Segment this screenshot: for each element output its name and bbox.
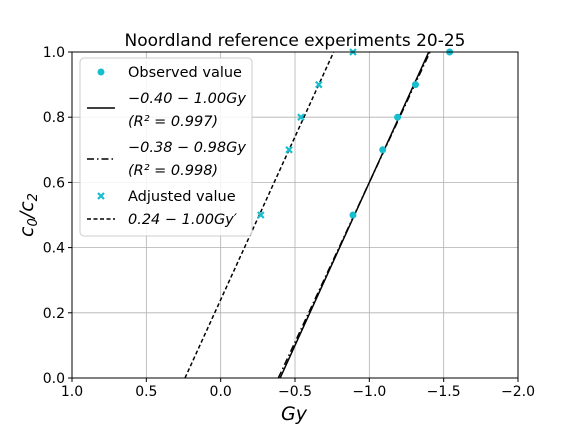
adjusted-point xyxy=(297,113,305,121)
y-tick-label: 0.0 xyxy=(43,371,65,387)
y-tick-label: 0.4 xyxy=(43,241,65,257)
y-tick-label: 0.8 xyxy=(43,110,65,126)
x-tick-label: 0.0 xyxy=(210,384,232,400)
legend-label-fit2: −0.38 − 0.98Gy xyxy=(128,140,246,156)
observed-point xyxy=(394,113,402,121)
x-tick-label: −1.5 xyxy=(427,384,461,400)
y-tick-label: 0.2 xyxy=(43,306,65,322)
observed-point xyxy=(379,146,387,154)
x-tick-label: 1.0 xyxy=(61,384,83,400)
data-markers xyxy=(257,48,454,219)
observed-point xyxy=(411,81,419,89)
legend-label-fit2-r2: (R² = 0.998) xyxy=(128,163,218,179)
y-tick-label: 0.6 xyxy=(43,175,65,191)
x-axis-label: Gy xyxy=(281,403,308,425)
x-tick-label: −0.5 xyxy=(278,384,312,400)
adjusted-point xyxy=(257,211,265,219)
legend-label-fit1-r2: (R² = 0.997) xyxy=(128,114,218,130)
y-tick-label: 1.0 xyxy=(43,45,65,61)
x-axis-ticks: 1.0 0.5 0.0 −0.5 −1.0 −1.5 −2.0 xyxy=(61,378,535,400)
legend-label-observed: Observed value xyxy=(128,65,242,81)
y-axis-ticks: 0.0 0.2 0.4 0.6 0.8 1.0 xyxy=(43,45,72,387)
observed-point xyxy=(349,211,357,219)
legend-marker-adjusted xyxy=(97,192,105,200)
legend-label-fit1: −0.40 − 1.00Gy xyxy=(128,91,246,107)
adjusted-point xyxy=(315,80,323,89)
legend-label-fit3: 0.24 − 1.00Gy′ xyxy=(128,212,238,228)
x-tick-label: −2.0 xyxy=(501,384,535,400)
legend-label-adjusted: Adjusted value xyxy=(128,189,236,205)
chart-title: Noordland reference experiments 20-25 xyxy=(125,31,466,51)
legend: Observed value −0.40 − 1.00Gy (R² = 0.99… xyxy=(79,57,253,237)
legend-box xyxy=(79,57,253,237)
adjusted-point xyxy=(285,146,293,154)
x-tick-label: 0.5 xyxy=(135,384,157,400)
legend-marker-observed xyxy=(97,68,105,76)
x-tick-label: −1.0 xyxy=(352,384,386,400)
